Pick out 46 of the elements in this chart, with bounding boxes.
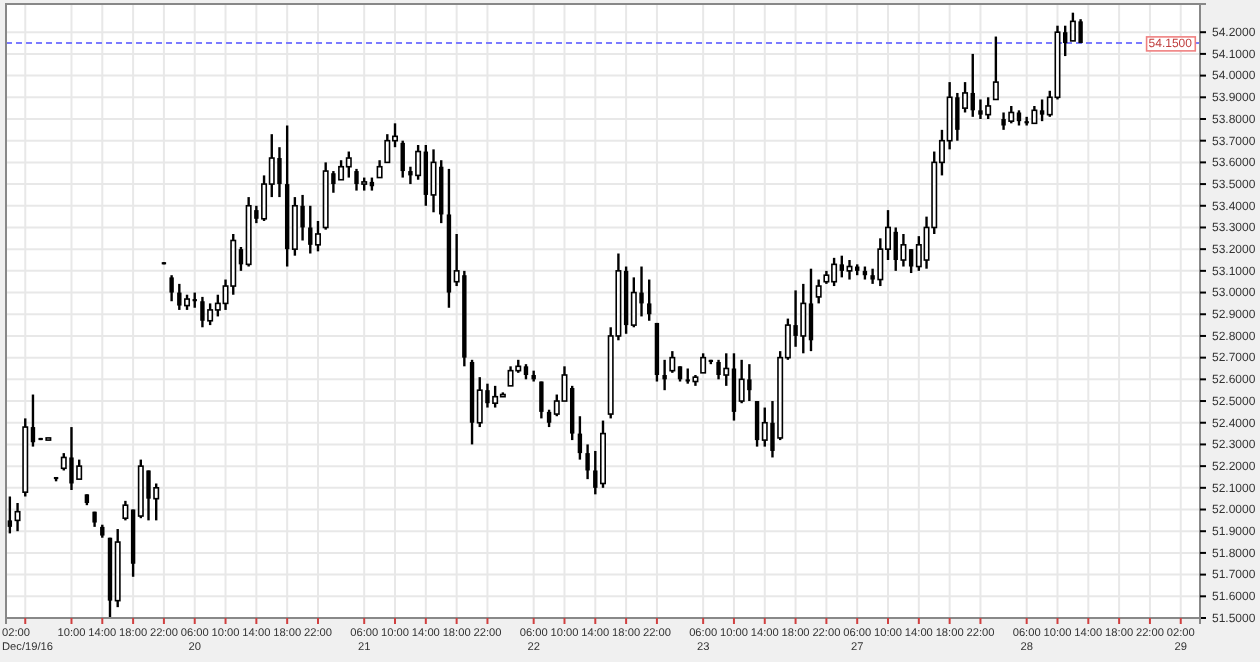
candlestick [314,219,321,253]
candlestick [354,167,359,192]
candlestick [345,150,352,179]
candlestick [177,282,182,312]
candlestick [662,358,667,392]
candlestick [400,139,405,179]
candlestick [1069,11,1076,43]
candlestick [808,267,814,353]
candlestick [423,143,429,207]
candlestick [439,159,444,225]
candlestick [200,295,205,329]
candlestick [1039,98,1045,123]
candlestick [207,302,214,327]
candlestick [800,282,807,355]
candlestick [647,278,652,322]
candlestick [639,265,644,318]
candlestick [507,365,514,388]
candlestick [700,352,707,375]
candlestick [14,501,21,533]
candlestick [492,384,499,409]
candlestick [985,96,992,121]
candlestick [69,425,74,492]
candlestick [955,91,960,142]
candlestick [738,358,745,405]
candlestick [992,35,999,101]
candlestick [900,232,907,268]
candlestick [831,256,838,288]
candlestick [815,278,822,305]
candlestick [846,258,853,281]
candlestick [146,469,151,522]
candlestick [731,352,737,422]
candlestick [76,458,83,481]
candlestick [754,399,760,448]
candlestick [585,443,590,481]
candlestick [169,274,174,303]
candlestick [7,495,13,535]
candlestick [539,380,544,420]
candlestick [893,226,898,273]
candlestick [747,362,752,403]
candlestick [300,193,305,242]
candlestick [308,204,313,255]
candlestick [277,145,282,199]
candlestick [978,98,983,121]
candlestick [384,132,391,164]
candlestick [908,247,914,275]
candlestick [716,358,721,381]
